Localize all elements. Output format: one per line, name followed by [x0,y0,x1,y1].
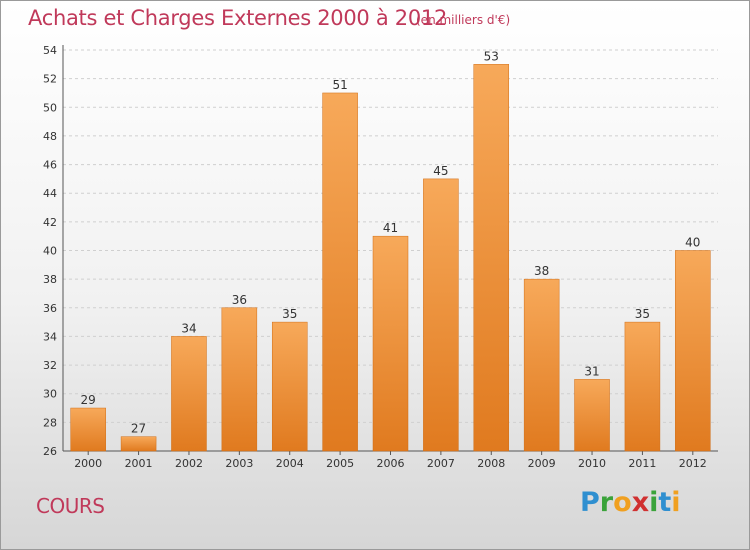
y-tick-label: 38 [43,273,57,286]
x-tick-label: 2011 [628,457,656,470]
logo-letter: x [631,487,650,518]
bar [574,379,610,452]
data-label: 31 [584,364,599,378]
bar [523,278,560,452]
data-label: 51 [332,78,347,92]
logo-letter: t [658,487,672,518]
x-tick-label: 2008 [477,457,505,470]
y-tick-label: 28 [43,416,57,429]
y-tick-label: 46 [43,159,57,172]
y-tick-label: 42 [43,216,57,229]
y-tick-label: 44 [43,187,57,200]
x-tick-label: 2001 [125,457,153,470]
logo-letter: o [613,487,632,518]
y-tick-label: 34 [43,330,57,343]
x-tick-label: 2002 [175,457,203,470]
y-tick-label: 48 [43,130,57,143]
commune-name: COURS [36,494,105,518]
bar [473,64,510,452]
bar [322,92,358,452]
y-tick-label: 50 [43,101,57,114]
bars [70,64,711,452]
x-tick-label: 2012 [679,457,707,470]
data-label: 38 [534,264,549,278]
bar [675,250,711,452]
bar [221,307,258,452]
bar [70,407,106,452]
data-label: 36 [232,293,247,307]
x-tick-label: 2006 [377,457,405,470]
bar [120,436,157,452]
data-label: 27 [131,422,146,436]
data-label: 45 [433,164,448,178]
y-tick-label: 40 [43,245,57,258]
data-label: 40 [685,236,700,250]
chart-subtitle: (en milliers d'€) [416,13,511,27]
data-label: 34 [181,321,196,335]
bar [624,321,661,452]
x-tick-label: 2003 [225,457,253,470]
x-tick-label: 2000 [74,457,102,470]
x-tick-label: 2009 [528,457,556,470]
proxiti-logo: Proxiti [580,487,681,518]
data-label: 53 [484,49,499,63]
bar [423,178,459,452]
y-tick-label: 54 [43,44,57,57]
y-tick-label: 32 [43,359,57,372]
bar [171,336,207,452]
x-tick-label: 2005 [326,457,354,470]
y-tick-label: 26 [43,445,57,458]
bar [372,235,409,452]
y-tick-label: 36 [43,302,57,315]
data-label: 41 [383,221,398,235]
y-tick-label: 30 [43,388,57,401]
bar [271,321,308,452]
x-tick-label: 2007 [427,457,455,470]
data-label: 35 [635,307,650,321]
labels: 26 28 30 32 34 36 38 40 42 44 46 48 50 52 54 29 2000 27 20… [43,44,707,470]
logo-letter: r [599,487,614,518]
chart-title: Achats et Charges Externes 2000 à 2012 [28,6,448,30]
data-label: 35 [282,307,297,321]
logo-letter: i [671,487,681,518]
x-tick-label: 2010 [578,457,606,470]
x-tick-label: 2004 [276,457,304,470]
logo-letter: i [649,487,659,518]
logo-letter: P [580,487,600,518]
data-label: 29 [81,393,96,407]
y-tick-label: 52 [43,73,57,86]
